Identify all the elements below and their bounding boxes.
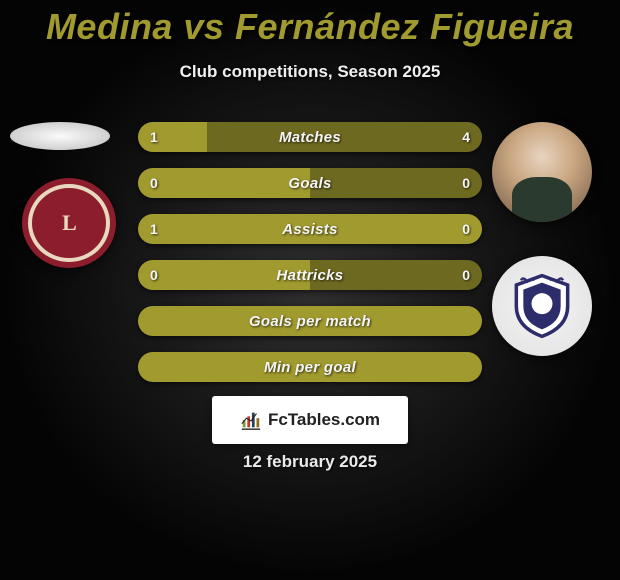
metric-label: Matches xyxy=(138,122,482,152)
metric-label: Goals xyxy=(138,168,482,198)
page-title: Medina vs Fernández Figueira xyxy=(0,0,620,48)
metric-row: Goals per match xyxy=(138,306,482,336)
watermark-badge: FcTables.com xyxy=(212,396,408,444)
metric-value-left: 1 xyxy=(150,214,158,244)
metric-value-right: 0 xyxy=(462,168,470,198)
metric-label: Min per goal xyxy=(138,352,482,382)
subtitle: Club competitions, Season 2025 xyxy=(0,62,620,82)
metric-value-right: 4 xyxy=(462,122,470,152)
left-player-avatar xyxy=(10,122,110,150)
metric-value-left: 1 xyxy=(150,122,158,152)
metric-row: Assists1 0 xyxy=(138,214,482,244)
metric-label: Goals per match xyxy=(138,306,482,336)
date-label: 12 february 2025 xyxy=(0,452,620,472)
metric-label: Hattricks xyxy=(138,260,482,290)
right-player-avatar xyxy=(492,122,592,222)
metric-label: Assists xyxy=(138,214,482,244)
left-club-crest: L xyxy=(22,178,116,268)
bar-chart-icon xyxy=(240,409,262,431)
metric-value-right: 0 xyxy=(462,260,470,290)
watermark-text: FcTables.com xyxy=(268,410,380,430)
metric-value-right: 0 xyxy=(462,214,470,244)
right-club-crest xyxy=(492,256,592,356)
metric-row: Matches1 4 xyxy=(138,122,482,152)
metric-row: Goals0 0 xyxy=(138,168,482,198)
shield-icon xyxy=(507,271,577,341)
metric-row: Min per goal xyxy=(138,352,482,382)
metrics-panel: Matches14Goals00Assists10Hattricks00Goal… xyxy=(138,122,482,398)
left-crest-monogram: L xyxy=(62,210,76,236)
metric-row: Hattricks0 0 xyxy=(138,260,482,290)
metric-value-left: 0 xyxy=(150,260,158,290)
comparison-infographic: Medina vs Fernández Figueira Club compet… xyxy=(0,0,620,580)
metric-value-left: 0 xyxy=(150,168,158,198)
